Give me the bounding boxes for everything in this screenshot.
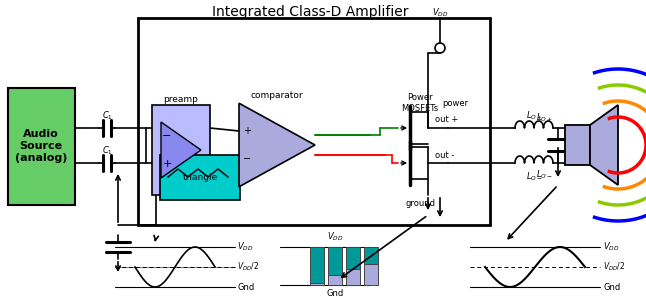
Text: Gnd: Gnd bbox=[326, 289, 344, 298]
Text: −: − bbox=[243, 154, 251, 164]
Bar bbox=[364, 247, 378, 264]
Text: preamp: preamp bbox=[163, 95, 198, 104]
Text: $C_{O+}$: $C_{O+}$ bbox=[574, 129, 592, 141]
Text: $C_1$: $C_1$ bbox=[101, 145, 112, 157]
Text: Gnd: Gnd bbox=[237, 283, 255, 291]
Bar bbox=[138, 18, 490, 225]
Text: −: − bbox=[162, 131, 172, 141]
Text: Integrated Class-D Amplifier: Integrated Class-D Amplifier bbox=[212, 5, 408, 19]
Polygon shape bbox=[161, 122, 201, 178]
Bar bbox=[328, 275, 342, 285]
Text: Power
MOSFETs: Power MOSFETs bbox=[401, 93, 439, 113]
Bar bbox=[310, 247, 324, 283]
Text: $V_{DD}$: $V_{DD}$ bbox=[603, 241, 620, 253]
Bar bbox=[310, 283, 324, 285]
Bar bbox=[346, 247, 360, 269]
Bar bbox=[8, 88, 75, 205]
Text: Audio
Source
(analog): Audio Source (analog) bbox=[15, 129, 67, 163]
Text: triangle: triangle bbox=[182, 172, 218, 182]
Bar bbox=[346, 269, 360, 285]
Text: +: + bbox=[162, 159, 172, 169]
Bar bbox=[364, 264, 378, 285]
Text: out +: out + bbox=[435, 116, 458, 125]
Text: $C_{O-}$: $C_{O-}$ bbox=[574, 149, 592, 161]
Text: $L_{O-}$: $L_{O-}$ bbox=[536, 169, 553, 181]
Text: out -: out - bbox=[435, 150, 454, 160]
Text: comparator: comparator bbox=[251, 91, 304, 100]
Text: +: + bbox=[243, 126, 251, 136]
Text: Gnd: Gnd bbox=[603, 283, 620, 291]
Text: $L_{O-}$: $L_{O-}$ bbox=[526, 171, 543, 183]
Text: $C_1$: $C_1$ bbox=[101, 110, 112, 122]
Text: $L_{O+}$: $L_{O+}$ bbox=[536, 112, 553, 124]
Text: power: power bbox=[442, 98, 468, 107]
Text: $V_{DD}$: $V_{DD}$ bbox=[237, 241, 253, 253]
Polygon shape bbox=[590, 105, 618, 185]
Bar bbox=[328, 247, 342, 275]
Text: $V_{DD}/2$: $V_{DD}/2$ bbox=[237, 261, 259, 273]
Text: $V_{DD}$: $V_{DD}$ bbox=[327, 231, 343, 243]
Bar bbox=[565, 125, 590, 165]
Bar bbox=[152, 105, 210, 195]
Text: $V_{DD}/2$: $V_{DD}/2$ bbox=[603, 261, 625, 273]
Text: ground: ground bbox=[405, 198, 435, 207]
Text: $V_{DD}$: $V_{DD}$ bbox=[432, 7, 448, 19]
Bar bbox=[160, 155, 240, 200]
Text: $L_{O+}$: $L_{O+}$ bbox=[526, 110, 543, 122]
Polygon shape bbox=[239, 103, 315, 187]
